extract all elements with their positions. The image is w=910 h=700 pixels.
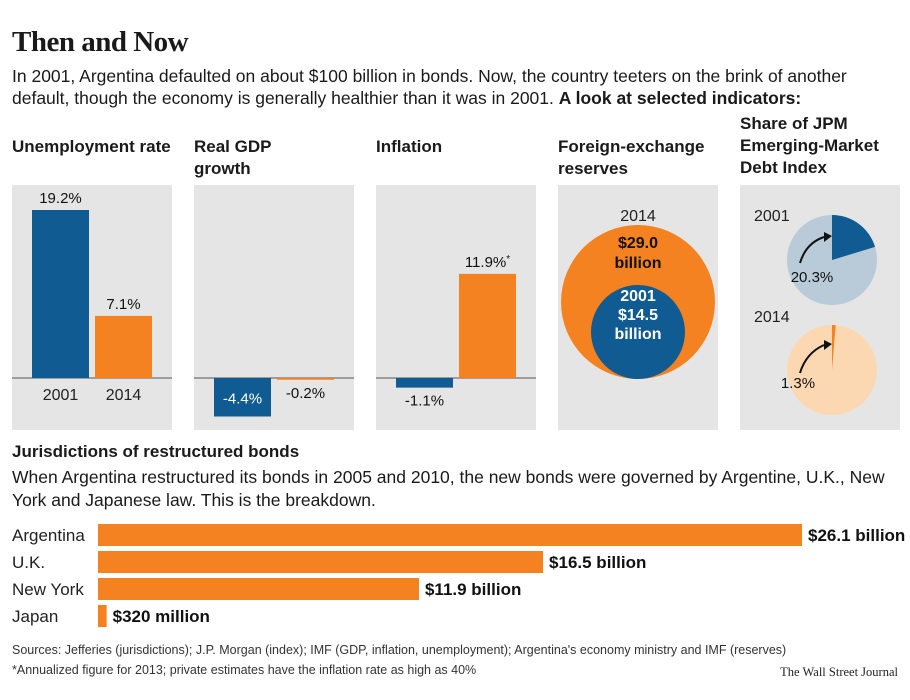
sources-note: Sources: Jefferies (jurisdictions); J.P.… — [12, 643, 787, 657]
share-2014-slice — [832, 325, 836, 370]
unemployment-title: Unemployment rate — [12, 137, 171, 156]
arrow-head-icon — [824, 232, 832, 242]
share-2001-label: 20.3% — [791, 269, 834, 286]
hbar-value-Argentina: $26.1 billion — [808, 526, 905, 545]
hbar-value-Japan: $320 million — [113, 607, 210, 626]
jpm-share-chart: 2001 20.3% 2014 1.3% — [740, 185, 900, 430]
hbar-Argentina — [98, 524, 802, 546]
footnote-marker: * — [506, 254, 510, 265]
hbar-value-New York: $11.9 billion — [425, 580, 521, 599]
reserves-chart: 2014 $29.0 billion 2001 $14.5 billion — [558, 185, 718, 430]
bar-category-New York: New York — [12, 580, 84, 599]
inflation-title: Inflation — [376, 137, 443, 156]
section-title: Jurisdictions of restructured bonds — [12, 442, 300, 461]
bar-2014 — [277, 378, 334, 380]
bar-2001 — [32, 210, 89, 378]
reserves-2001-circle — [591, 285, 685, 379]
intro-bold: A look at selected indicators: — [558, 88, 802, 108]
intro-sentence: In 2001, Argentina defaulted on about $1… — [12, 66, 847, 108]
value-label-2001: -1.1% — [405, 393, 444, 410]
arrow-head-icon — [824, 340, 832, 350]
credit: The Wall Street Journal — [780, 665, 898, 679]
bar-category-U.K.: U.K. — [12, 553, 45, 572]
value-label-2001: 19.2% — [39, 190, 82, 207]
share-2001-year: 2001 — [754, 208, 790, 225]
value-label-2001: -4.4% — [223, 390, 262, 407]
intro-text: In 2001, Argentina defaulted on about $1… — [12, 65, 902, 109]
jpm-share-title: Share of JPM Emerging-Market Debt Index — [740, 114, 879, 177]
bar-category-Japan: Japan — [12, 607, 58, 626]
share-2001-slice — [832, 215, 876, 260]
value-label-2014: 11.9%* — [465, 254, 510, 271]
hbar-value-U.K.: $16.5 billion — [549, 553, 646, 572]
section-description: When Argentina restructured its bonds in… — [12, 467, 885, 510]
gdp-chart: -4.4% -0.2% — [194, 185, 354, 430]
share-2014-arrow — [799, 344, 825, 374]
share-2014-label: 1.3% — [781, 375, 815, 392]
category-label-2001: 2001 — [43, 387, 79, 404]
jurisdictions-chart: Argentina $26.1 billion U.K. $16.5 billion N… — [12, 524, 905, 627]
gdp-title: Real GDP growth — [194, 137, 272, 178]
value-label-2014: 7.1% — [106, 296, 140, 313]
hbar-Japan — [98, 605, 107, 627]
unemployment-chart: 19.2% 7.1% 2001 2014 — [12, 185, 172, 430]
hbar-New York — [98, 578, 419, 600]
reserves-2001-value: $14.5 — [618, 307, 658, 324]
reserves-2014-unit: billion — [614, 255, 661, 272]
reserves-title: Foreign-exchange reserves — [558, 137, 705, 178]
reserves-2001-unit: billion — [614, 326, 661, 343]
inflation-chart: -1.1% 11.9%* — [376, 185, 536, 430]
bar-category-Argentina: Argentina — [12, 526, 85, 545]
category-label-2014: 2014 — [106, 387, 142, 404]
bar-2001 — [214, 378, 271, 417]
footnote: *Annualized figure for 2013; private est… — [12, 663, 477, 677]
page-title: Then and Now — [12, 26, 189, 58]
reserves-2001-year: 2001 — [620, 288, 656, 305]
year-2014-label: 2014 — [620, 208, 656, 225]
bar-2014 — [95, 315, 152, 378]
value-label-2014: -0.2% — [286, 385, 325, 402]
bar-2001 — [396, 378, 453, 388]
share-2014-year: 2014 — [754, 309, 790, 326]
bar-2014 — [459, 273, 516, 378]
hbar-U.K. — [98, 551, 544, 573]
share-2001-arrow — [799, 236, 825, 264]
reserves-2014-value: $29.0 — [618, 235, 658, 252]
